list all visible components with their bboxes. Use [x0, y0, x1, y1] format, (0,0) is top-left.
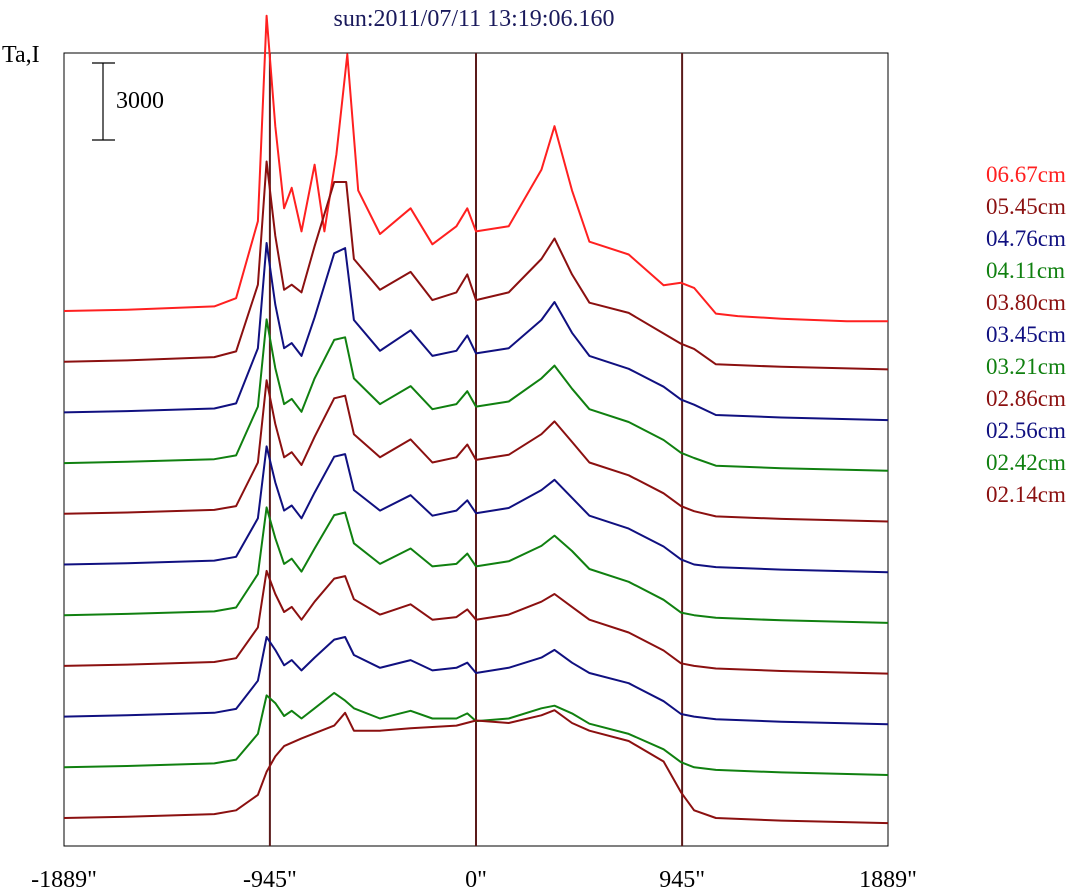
legend-entry: 02.42cm — [986, 450, 1066, 475]
y-axis-label: Ta,I — [2, 42, 40, 68]
legend-entry: 06.67cm — [986, 162, 1066, 187]
x-tick-label: -945" — [243, 867, 297, 893]
x-tick-label: -1889" — [31, 867, 97, 893]
series-line-02.86cm — [63, 569, 889, 675]
series-line-02.14cm — [63, 709, 889, 825]
x-tick-labels: -1889" -945" 0" 945" 1889" — [31, 867, 917, 893]
series-lines — [63, 14, 889, 825]
legend-entry: 04.76cm — [986, 226, 1066, 251]
x-tick-label: 945" — [659, 867, 705, 893]
legend-entry: 03.80cm — [986, 290, 1066, 315]
legend-entry: 03.21cm — [986, 354, 1066, 379]
series-line-02.42cm — [63, 691, 889, 776]
series-line-04.76cm — [63, 242, 889, 422]
legend: 06.67cm 05.45cm 04.76cm 04.11cm 03.80cm 03.45… — [986, 162, 1066, 507]
legend-entry: 04.11cm — [986, 258, 1065, 283]
series-line-03.80cm — [63, 379, 889, 523]
x-tick-label: 1889" — [859, 867, 917, 893]
series-line-05.45cm — [63, 160, 889, 371]
series-line-02.56cm — [63, 636, 889, 726]
series-line-06.67cm — [63, 14, 888, 323]
scale-bar-label: 3000 — [116, 88, 164, 114]
x-tick-label: 0" — [465, 867, 487, 893]
scale-bar: 3000 — [92, 62, 164, 141]
legend-entry: 02.86cm — [986, 386, 1066, 411]
series-line-03.45cm — [63, 445, 889, 574]
legend-entry: 03.45cm — [986, 322, 1066, 347]
series-line-03.21cm — [63, 506, 889, 624]
legend-entry: 02.56cm — [986, 418, 1066, 443]
chart-title: sun:2011/07/11 13:19:06.160 — [334, 6, 615, 32]
series-line-04.11cm — [63, 318, 889, 472]
legend-entry: 05.45cm — [986, 194, 1066, 219]
legend-entry: 02.14cm — [986, 482, 1066, 507]
